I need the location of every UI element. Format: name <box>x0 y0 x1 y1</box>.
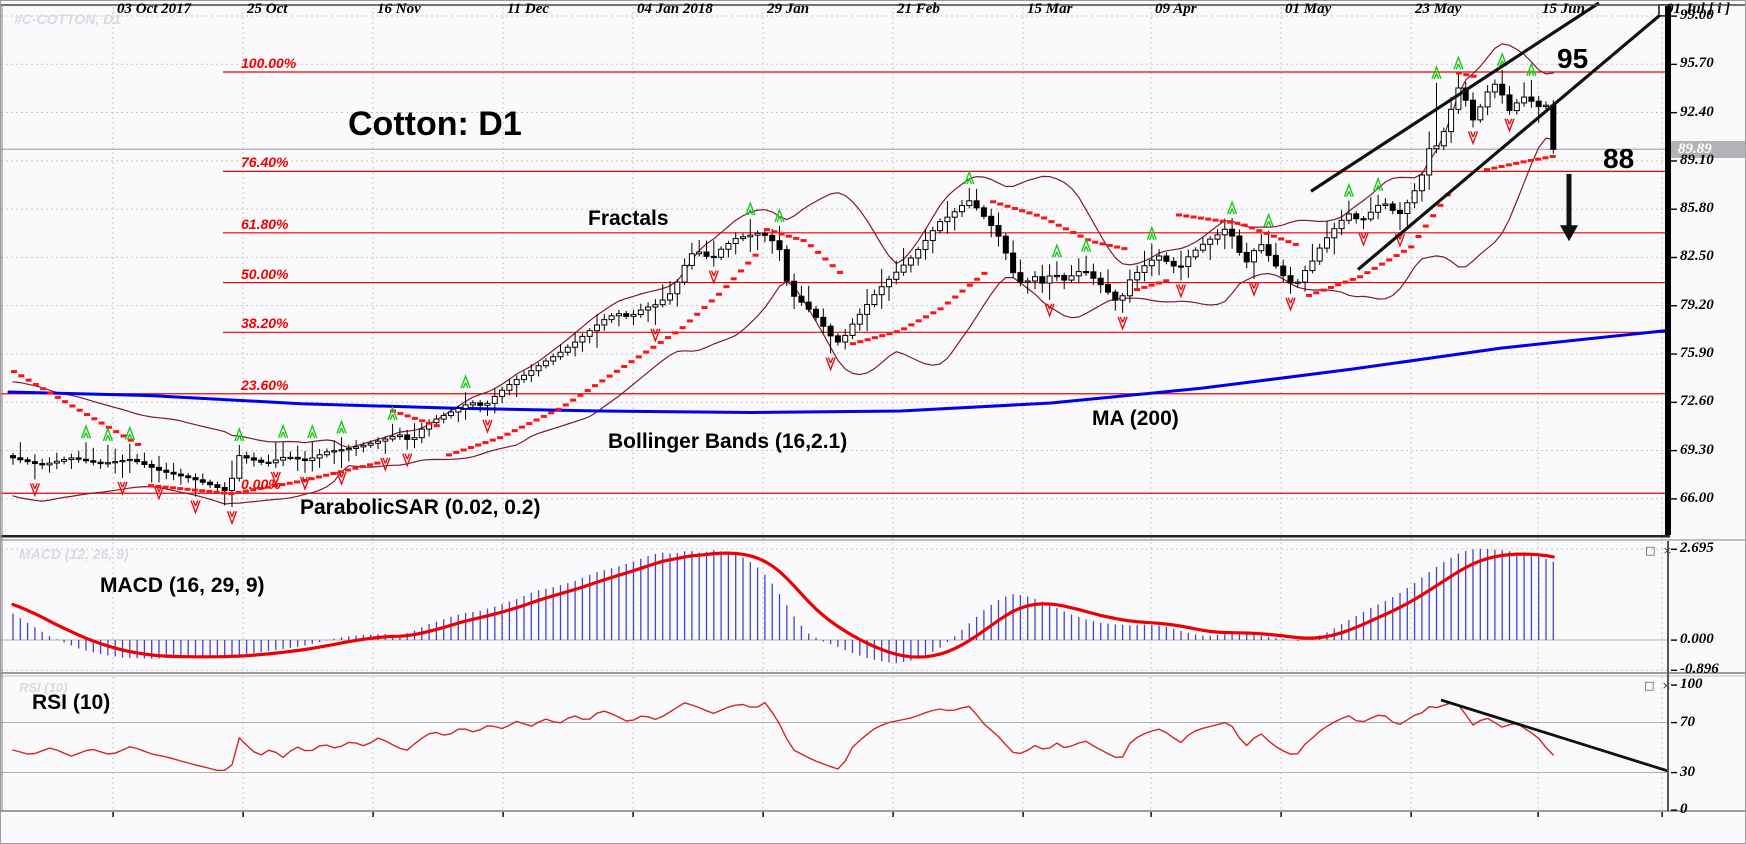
macd-watermark: MACD (12, 26, 9) <box>19 546 129 562</box>
macd-scale-label: 0.000 <box>1680 631 1714 647</box>
date-tick-label: 03 Oct 2017 <box>117 1 192 17</box>
bollinger-bands-label: Bollinger Bands (16,2.1) <box>608 430 848 453</box>
fib-level-label: 61.80% <box>241 215 289 232</box>
price-tick-label: 75.90 <box>1680 344 1714 361</box>
fib-level-label: 23.60% <box>241 376 289 393</box>
date-tick-label: 23 May <box>1415 1 1462 17</box>
date-tick-label: 21 Feb <box>897 1 940 17</box>
fib-level-label: 76.40% <box>241 154 289 171</box>
price-tick-label: 69.30 <box>1680 441 1714 458</box>
down-arrow-annotation <box>1560 174 1578 242</box>
price-tick-label: 79.20 <box>1680 296 1714 313</box>
fractals-indicator-label: Fractals <box>588 207 669 230</box>
date-tick-label: 15 Mar <box>1027 1 1073 17</box>
date-tick-label: 04 Jan 2018 <box>637 1 713 17</box>
rsi-scale-label: 30 <box>1680 763 1695 780</box>
macd-scale-label: 2.695 <box>1680 540 1714 557</box>
channel-upper[interactable] <box>1310 1 1600 193</box>
current-price-label: 89.89 <box>1678 141 1712 157</box>
fib-level-label: 100.00% <box>241 55 297 72</box>
channel-lower[interactable] <box>1356 9 1667 271</box>
symbol-watermark: #C-COTTON, D1 <box>14 11 122 27</box>
date-tick-label: 16 Nov <box>377 1 421 17</box>
macd-indicator-label: MACD (16, 29, 9) <box>100 574 265 597</box>
rsi-indicator-label: RSI (10) <box>32 691 111 714</box>
date-tick-label: 11 Dec <box>507 1 550 17</box>
date-tick-label: 29 Jan <box>767 1 810 17</box>
rsi-scale-label: 100 <box>1680 676 1703 692</box>
target-price-annotation: 95 <box>1557 43 1589 74</box>
rsi-scale-label: 70 <box>1680 713 1695 730</box>
price-tick-label: 92.40 <box>1680 103 1714 120</box>
date-tick-label: 01 Jul [ i ] <box>1666 1 1731 17</box>
rsi-window-buttons[interactable]: □ × <box>1644 679 1674 692</box>
date-tick-label: 25 Oct <box>247 1 288 17</box>
page-title: Cotton: D1 <box>348 105 522 143</box>
price-tick-label: 95.70 <box>1680 55 1714 72</box>
fib-level-label: 0.00% <box>241 476 281 493</box>
fib-level-label: 50.00% <box>241 265 289 282</box>
moving-average-label: MA (200) <box>1092 407 1179 430</box>
date-tick-label: 01 May <box>1285 1 1332 17</box>
price-tick-label: 99.00 <box>1680 7 1714 23</box>
price-tick-label: 85.80 <box>1680 200 1714 217</box>
rsi-watermark: RSI (10) <box>19 680 68 695</box>
date-tick-label: 15 Jun <box>1542 1 1585 17</box>
fib-level-label: 38.20% <box>241 315 289 332</box>
current-price-badge <box>1671 141 1745 158</box>
support-price-annotation: 88 <box>1603 143 1635 174</box>
price-tick-label: 66.00 <box>1680 489 1714 506</box>
macd-window-buttons[interactable]: □ × <box>1645 544 1675 557</box>
price-tick-label: 72.60 <box>1680 393 1714 410</box>
price-tick-label: 82.50 <box>1680 248 1714 265</box>
parabolic-sar-label: ParabolicSAR (0.02, 0.2) <box>300 496 541 519</box>
rsi-scale-label: 0 <box>1680 801 1688 817</box>
macd-scale-label: -0.896 <box>1680 661 1719 678</box>
rsi-trendline[interactable] <box>1440 698 1669 773</box>
price-tick-label: 89.10 <box>1680 151 1714 168</box>
date-tick-label: 09 Apr <box>1155 1 1197 17</box>
